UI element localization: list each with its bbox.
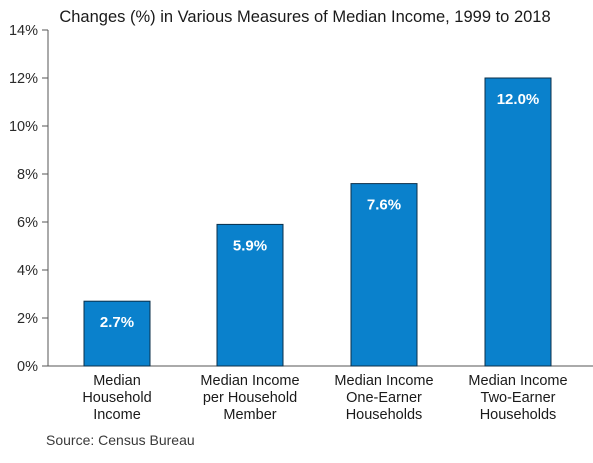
- x-category-label: Household: [82, 390, 151, 406]
- bar-value-label: 2.7%: [100, 314, 134, 331]
- y-tick-label: 12%: [9, 71, 38, 87]
- bar: [484, 77, 552, 367]
- x-category-label: Income: [93, 407, 141, 423]
- x-category-label: Two-Earner: [481, 390, 556, 406]
- y-tick-label: 14%: [9, 23, 38, 39]
- y-tick-label: 10%: [9, 119, 38, 135]
- x-category-label: Median: [93, 373, 141, 389]
- bars-group: 2.7% 5.9% 7.6% 12.0%: [83, 77, 552, 367]
- y-tick-label: 6%: [17, 215, 38, 231]
- x-category-label: One-Earner: [346, 390, 422, 406]
- x-category-label: Member: [223, 407, 276, 423]
- y-axis-ticks: 0% 2% 4% 6% 8% 10% 12% 14%: [9, 23, 48, 375]
- bar-value-label: 12.0%: [497, 91, 540, 108]
- chart-title: Changes (%) in Various Measures of Media…: [59, 8, 550, 26]
- x-category-label: Households: [480, 407, 557, 423]
- y-tick-label: 0%: [17, 359, 38, 375]
- bar: [350, 183, 418, 367]
- bar-value-label: 5.9%: [233, 237, 267, 254]
- x-category-label: Median Income: [334, 373, 433, 389]
- source-note: Source: Census Bureau: [46, 432, 195, 448]
- y-tick-label: 2%: [17, 311, 38, 327]
- y-tick-label: 8%: [17, 167, 38, 183]
- x-category-label: Median Income: [200, 373, 299, 389]
- x-category-label: Households: [346, 407, 423, 423]
- x-category-label: Median Income: [468, 373, 567, 389]
- x-category-label: per Household: [203, 390, 297, 406]
- bar-value-label: 7.6%: [367, 197, 401, 214]
- bar: [83, 300, 151, 367]
- y-tick-label: 4%: [17, 263, 38, 279]
- bar: [216, 223, 284, 367]
